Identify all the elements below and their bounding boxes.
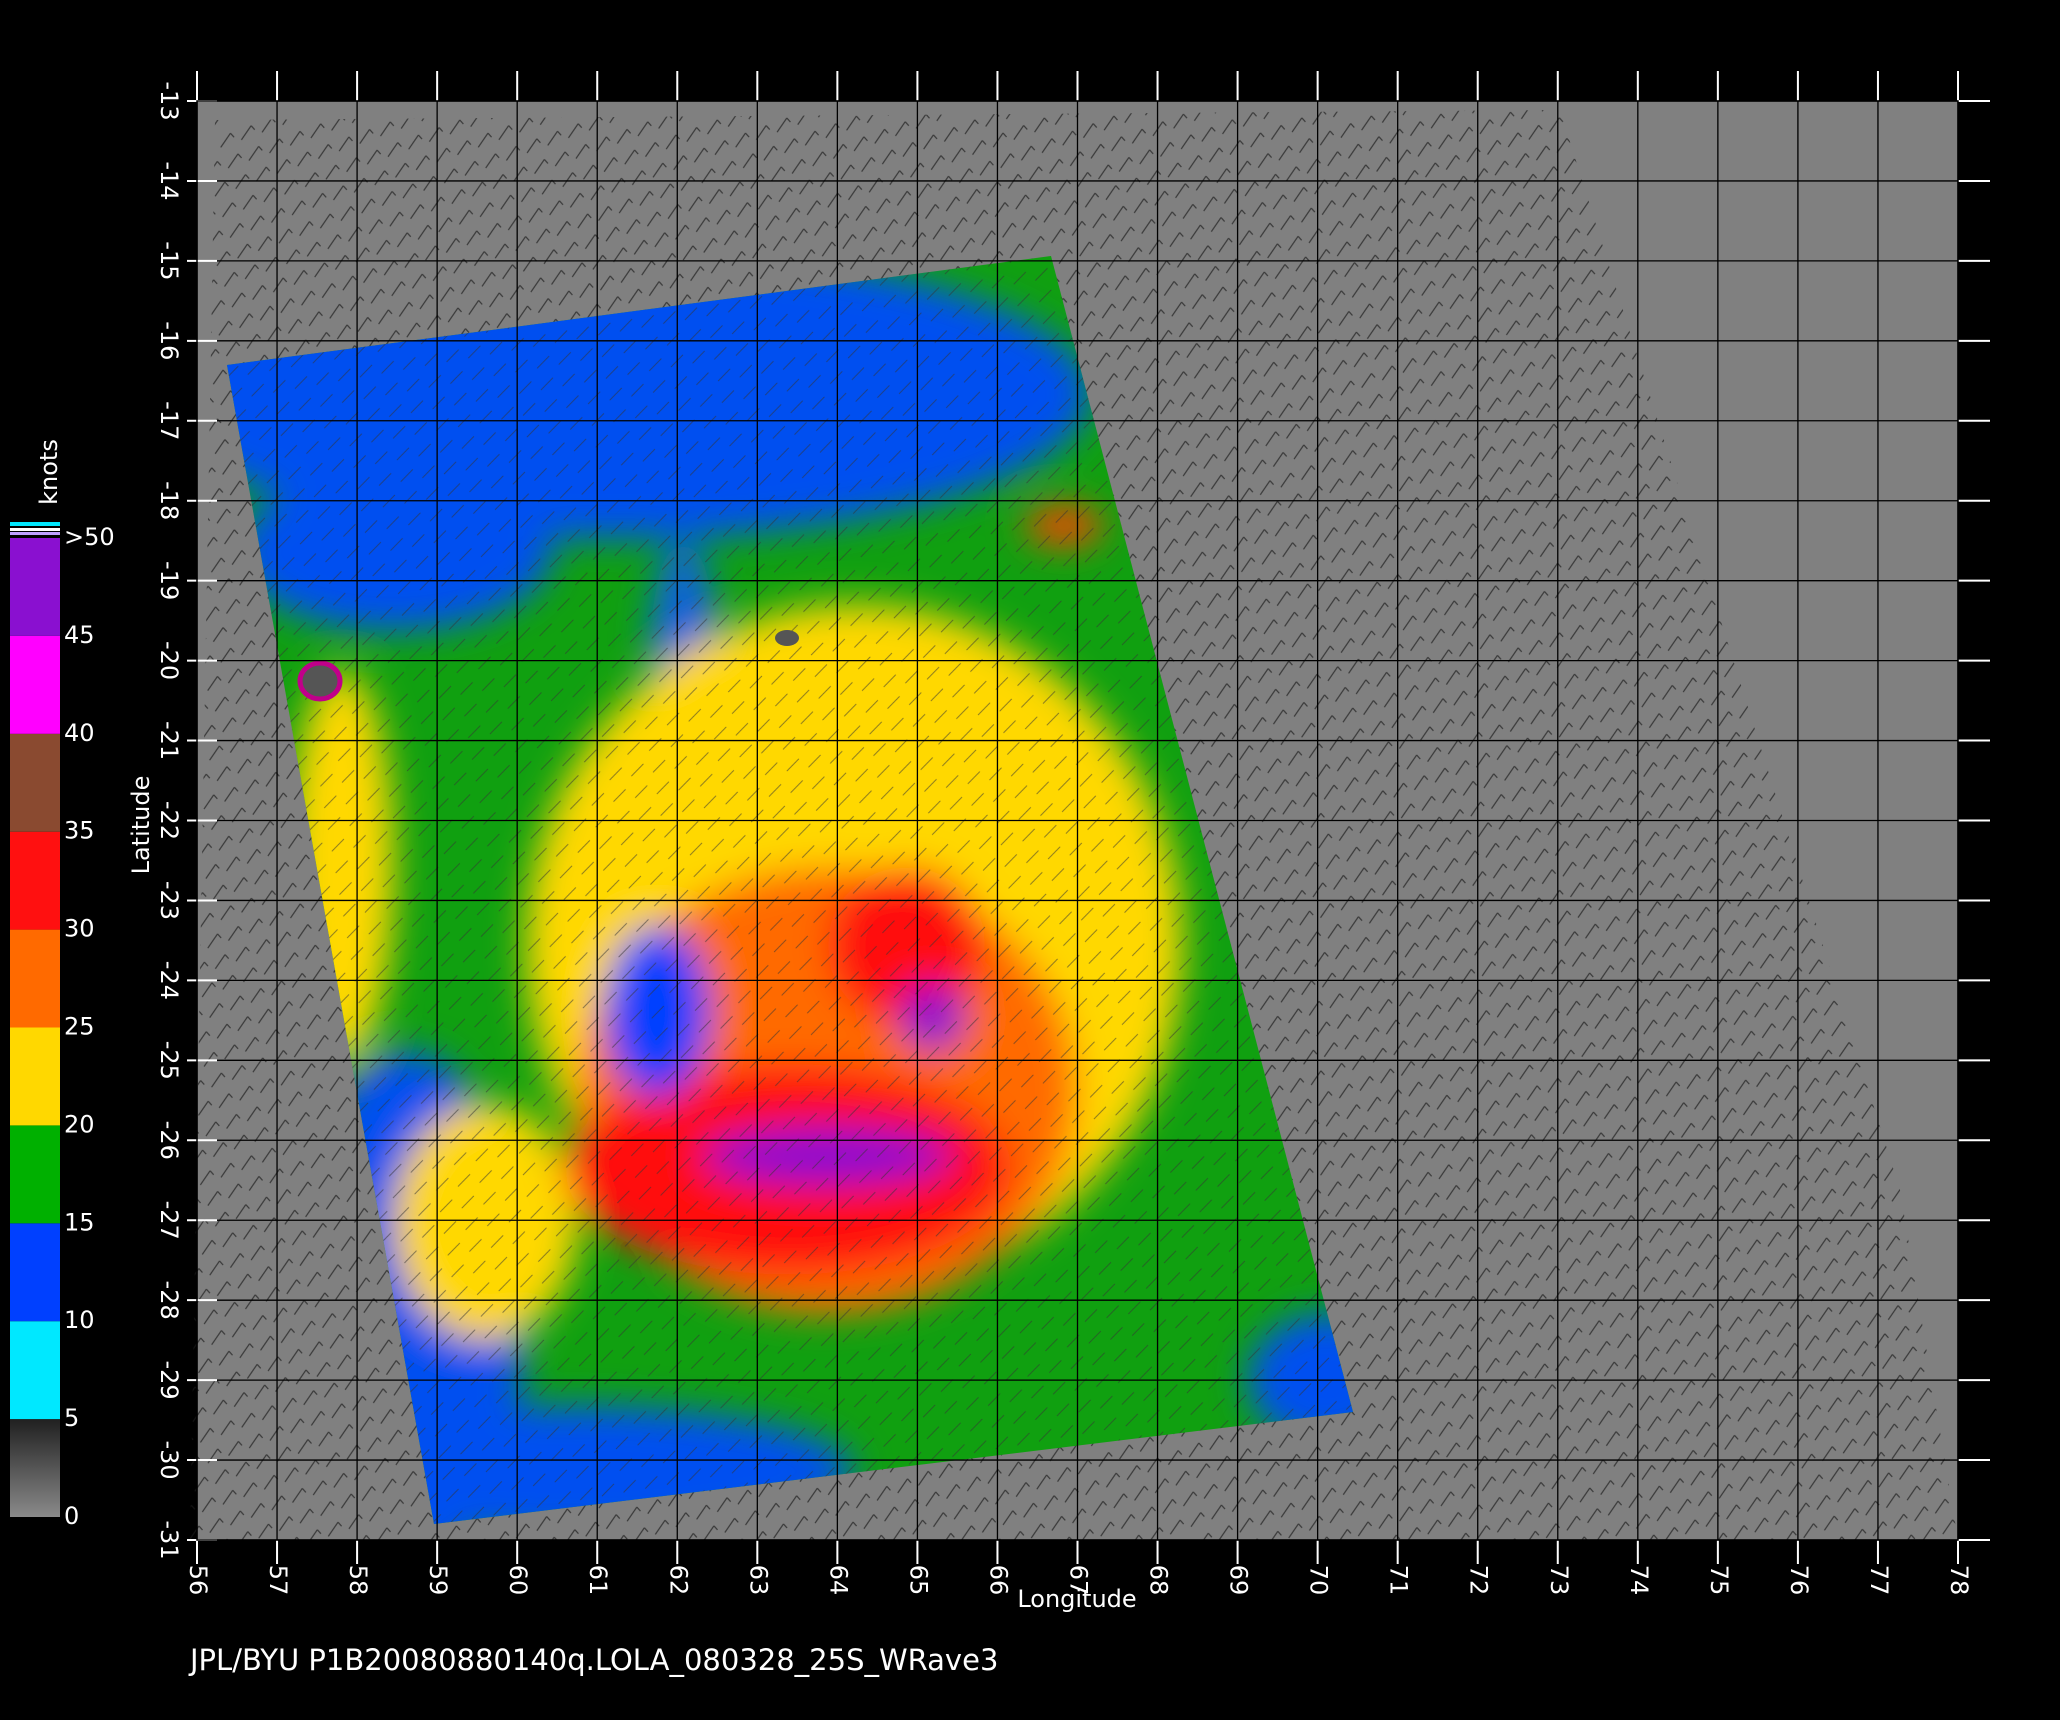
- colorbar-cap: [10, 522, 60, 526]
- colorbar-label: 25: [64, 1013, 95, 1041]
- x-tick-label: 66: [984, 1565, 1012, 1596]
- x-tick-label: 69: [1225, 1565, 1253, 1596]
- x-tick-label: 61: [584, 1565, 612, 1596]
- y-tick-label: -25: [155, 1041, 183, 1080]
- y-tick-label: -28: [155, 1281, 183, 1320]
- y-axis-title: Latitude: [127, 776, 155, 875]
- colorbar-label: 30: [64, 915, 95, 943]
- x-tick-label: 73: [1545, 1565, 1573, 1596]
- y-tick-label: -29: [155, 1361, 183, 1400]
- colorbar-cap: [10, 528, 60, 531]
- colorbar-bin: [10, 1223, 60, 1322]
- y-tick-label: -22: [155, 801, 183, 840]
- colorbar-label: 5: [64, 1404, 79, 1432]
- x-axis-title: Longitude: [1017, 1585, 1136, 1613]
- colorbar-bin: [10, 538, 60, 636]
- x-tick-label: 59: [424, 1565, 452, 1596]
- x-tick-label: 58: [344, 1565, 372, 1596]
- x-tick-label: 65: [904, 1565, 932, 1596]
- colorbar-label: 0: [64, 1502, 79, 1530]
- colorbar-bin: [10, 831, 60, 930]
- y-tick-label: -13: [155, 81, 183, 120]
- y-tick-label: -14: [155, 161, 183, 200]
- colorbar-label: 40: [64, 719, 95, 747]
- x-tick-label: 63: [744, 1565, 772, 1596]
- y-tick-label: -31: [155, 1520, 183, 1559]
- y-tick-label: -23: [155, 881, 183, 920]
- x-tick-label: 78: [1945, 1565, 1973, 1596]
- y-tick-label: -21: [155, 721, 183, 760]
- colorbar-label: 15: [64, 1208, 95, 1236]
- y-tick-label: -18: [155, 481, 183, 520]
- x-tick-label: 68: [1145, 1565, 1173, 1596]
- colorbar-cap: [10, 532, 60, 535]
- x-tick-label: 74: [1625, 1565, 1653, 1596]
- x-tick-label: 70: [1305, 1565, 1333, 1596]
- x-tick-label: 71: [1385, 1565, 1413, 1596]
- x-tick-label: 76: [1785, 1565, 1813, 1596]
- y-tick-label: -17: [155, 401, 183, 440]
- colorbar-bin: [10, 733, 60, 832]
- x-tick-label: 64: [824, 1565, 852, 1596]
- island: [297, 660, 343, 702]
- x-tick-label: 77: [1865, 1565, 1893, 1596]
- y-tick-label: -26: [155, 1121, 183, 1160]
- colorbar-label: 45: [64, 621, 95, 649]
- x-tick-label: 67: [1065, 1565, 1093, 1596]
- x-tick-label: 62: [664, 1565, 692, 1596]
- y-tick-label: -24: [155, 961, 183, 1000]
- x-tick-label: 60: [504, 1565, 532, 1596]
- x-tick-label: 75: [1705, 1565, 1733, 1596]
- colorbar-label: 35: [64, 817, 95, 845]
- y-tick-label: -20: [155, 641, 183, 680]
- island: [775, 630, 799, 646]
- y-tick-label: -15: [155, 241, 183, 280]
- colorbar-label: 20: [64, 1110, 95, 1138]
- colorbar-bin: [10, 1419, 60, 1517]
- colorbar-bin: [10, 929, 60, 1028]
- x-tick-label: 72: [1465, 1565, 1493, 1596]
- colorbar-bin: [10, 1125, 60, 1224]
- caption: JPL/BYU P1B20080880140q.LOLA_080328_25S_…: [188, 1643, 998, 1677]
- y-tick-label: -19: [155, 561, 183, 600]
- colorbar-label: 10: [64, 1306, 95, 1334]
- colorbar-bin: [10, 1321, 60, 1420]
- colorbar-bin: [10, 635, 60, 734]
- colorbar-title: knots: [35, 439, 63, 505]
- x-tick-label: 57: [264, 1565, 292, 1596]
- plot-frame: [196, 100, 1959, 1541]
- colorbar-bin: [10, 1027, 60, 1126]
- y-tick-label: -27: [155, 1201, 183, 1240]
- y-tick-label: -30: [155, 1440, 183, 1479]
- x-tick-label: 56: [184, 1565, 212, 1596]
- colorbar-label: >50: [64, 523, 115, 551]
- y-tick-label: -16: [155, 321, 183, 360]
